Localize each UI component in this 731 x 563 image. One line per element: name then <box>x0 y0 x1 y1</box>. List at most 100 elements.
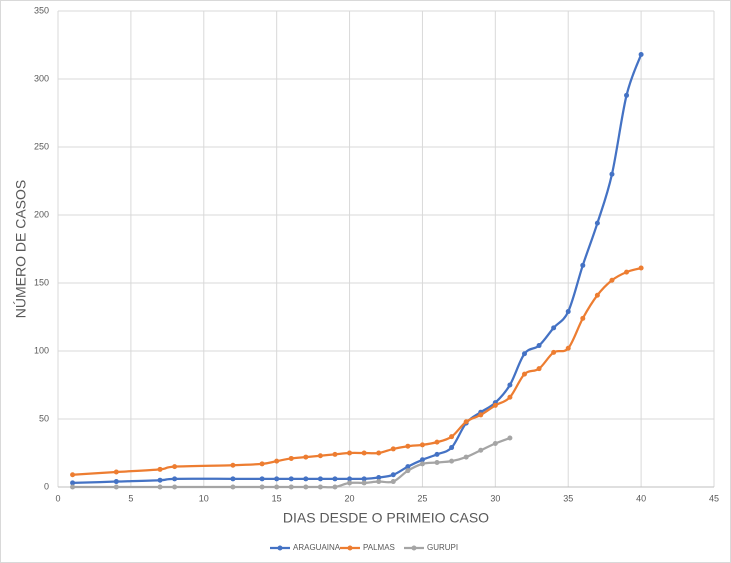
data-point <box>580 315 586 321</box>
data-point <box>332 476 338 482</box>
data-point <box>157 477 163 483</box>
y-tick-label: 350 <box>34 5 49 15</box>
data-point <box>230 484 236 490</box>
data-point <box>113 469 119 475</box>
y-tick-label: 0 <box>44 481 49 491</box>
legend-label: PALMAS <box>363 543 395 552</box>
data-point <box>390 472 396 478</box>
legend-label: GURUPI <box>427 543 458 552</box>
data-point <box>405 464 411 470</box>
y-tick-label: 150 <box>34 277 49 287</box>
data-point <box>565 309 571 315</box>
data-point <box>609 171 615 177</box>
data-point <box>172 464 178 470</box>
data-point <box>288 476 294 482</box>
data-point <box>638 265 644 271</box>
data-point <box>376 450 382 456</box>
data-point <box>449 458 455 464</box>
data-point <box>70 480 76 486</box>
legend-label: ARAGUAINA <box>293 543 341 552</box>
data-point <box>478 447 484 453</box>
data-point <box>70 472 76 478</box>
y-tick-label: 200 <box>34 209 49 219</box>
data-point <box>434 439 440 445</box>
data-point <box>463 454 469 460</box>
data-point <box>347 476 353 482</box>
x-tick-label: 5 <box>128 493 133 503</box>
data-point <box>536 343 542 349</box>
data-point <box>303 484 309 490</box>
y-tick-label: 50 <box>39 413 49 423</box>
x-tick-label: 25 <box>417 493 427 503</box>
data-point <box>390 446 396 452</box>
data-point <box>376 479 382 485</box>
data-point <box>492 440 498 446</box>
data-point <box>113 484 119 490</box>
x-tick-label: 30 <box>490 493 500 503</box>
data-point <box>157 484 163 490</box>
data-point <box>580 262 586 268</box>
data-point <box>274 458 280 464</box>
x-axis-title: DIAS DESDE O PRIMEIO CASO <box>283 510 489 526</box>
data-point <box>259 461 265 467</box>
data-point <box>492 402 498 408</box>
y-tick-label: 300 <box>34 73 49 83</box>
data-point <box>551 325 557 331</box>
data-point <box>157 466 163 472</box>
data-point <box>565 345 571 351</box>
x-tick-label: 35 <box>563 493 573 503</box>
data-point <box>419 442 425 448</box>
data-point <box>507 394 513 400</box>
data-point <box>419 461 425 467</box>
x-tick-label: 20 <box>345 493 355 503</box>
data-point <box>317 453 323 459</box>
data-point <box>274 484 280 490</box>
data-point <box>376 474 382 480</box>
data-point <box>434 451 440 457</box>
data-point <box>405 468 411 474</box>
y-tick-label: 250 <box>34 141 49 151</box>
data-point <box>347 450 353 456</box>
data-point <box>507 435 513 441</box>
data-point <box>259 476 265 482</box>
data-point <box>638 52 644 58</box>
data-point <box>507 382 513 388</box>
data-point <box>317 484 323 490</box>
x-tick-label: 10 <box>199 493 209 503</box>
data-point <box>332 451 338 457</box>
data-point <box>609 277 615 283</box>
legend-marker <box>277 545 283 551</box>
data-point <box>434 460 440 466</box>
x-tick-label: 15 <box>272 493 282 503</box>
data-point <box>594 292 600 298</box>
data-point <box>361 476 367 482</box>
data-point <box>288 455 294 461</box>
data-point <box>521 371 527 377</box>
data-point <box>70 484 76 490</box>
legend-marker <box>411 545 417 551</box>
legend-marker <box>347 545 353 551</box>
data-point <box>449 434 455 440</box>
y-tick-label: 100 <box>34 345 49 355</box>
data-point <box>624 92 630 98</box>
data-point <box>405 443 411 449</box>
data-point <box>449 445 455 451</box>
y-axis-title: NÚMERO DE CASOS <box>13 180 29 318</box>
x-tick-label: 0 <box>55 493 60 503</box>
data-point <box>274 476 280 482</box>
data-point <box>230 476 236 482</box>
data-point <box>317 476 323 482</box>
data-point <box>594 220 600 226</box>
data-point <box>230 462 236 468</box>
x-tick-label: 40 <box>636 493 646 503</box>
data-point <box>172 476 178 482</box>
data-point <box>551 349 557 355</box>
data-point <box>536 366 542 372</box>
data-point <box>332 484 338 490</box>
data-point <box>259 484 265 490</box>
data-point <box>172 484 178 490</box>
x-tick-label: 45 <box>709 493 719 503</box>
data-point <box>478 412 484 418</box>
data-point <box>361 480 367 486</box>
